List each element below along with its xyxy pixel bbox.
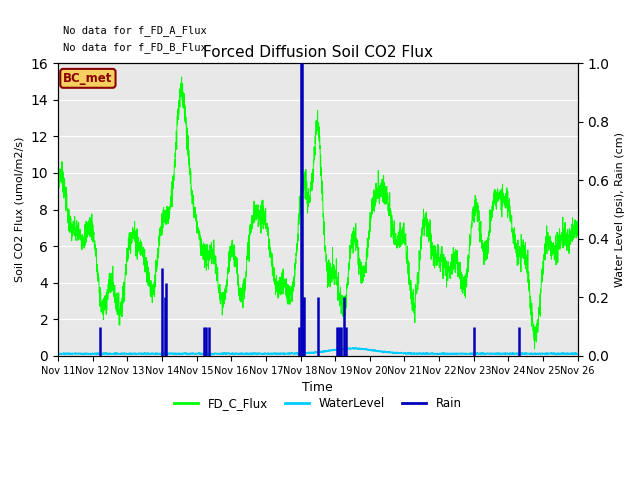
Y-axis label: Water Level (psi), Rain (cm): Water Level (psi), Rain (cm) [615,132,625,287]
Y-axis label: Soil CO2 Flux (umol/m2/s): Soil CO2 Flux (umol/m2/s) [15,137,25,282]
Text: No data for f_FD_A_Flux: No data for f_FD_A_Flux [63,25,207,36]
Text: BC_met: BC_met [63,72,113,85]
Title: Forced Diffusion Soil CO2 Flux: Forced Diffusion Soil CO2 Flux [203,46,433,60]
X-axis label: Time: Time [303,381,333,394]
Text: No data for f_FD_B_Flux: No data for f_FD_B_Flux [63,43,207,53]
Legend: FD_C_Flux, WaterLevel, Rain: FD_C_Flux, WaterLevel, Rain [170,392,466,415]
